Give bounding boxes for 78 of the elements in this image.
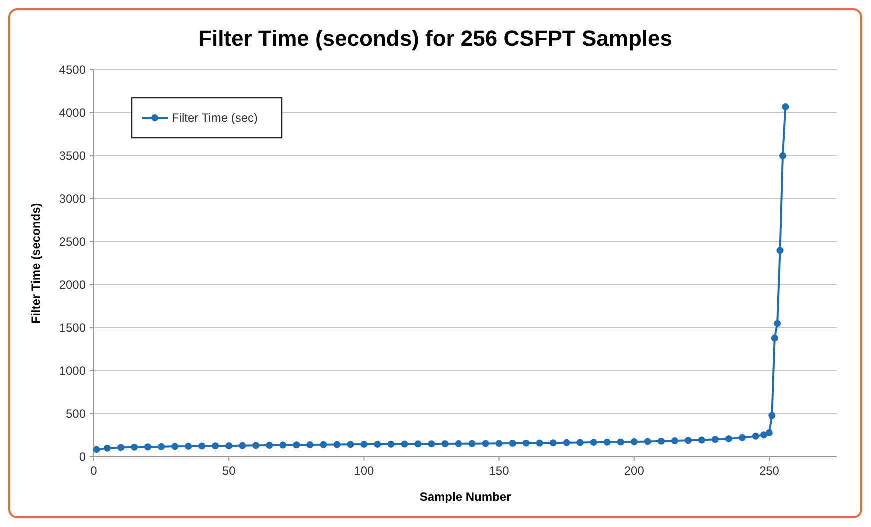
y-tick-label: 2500 [59,235,86,250]
point [442,440,449,448]
point [172,443,179,450]
point [550,440,557,447]
point [104,444,112,452]
y-tick-label: 3500 [59,149,86,164]
point [226,442,233,450]
point [712,436,719,444]
point [252,442,260,450]
point [776,247,784,254]
x-axis-title: Sample Number [420,490,512,504]
point [779,152,786,160]
y-axis-title: Filter Time (seconds) [29,203,43,324]
x-tick-label: 0 [90,464,98,478]
point [604,438,611,446]
point [725,435,732,442]
point [239,442,246,450]
point [760,432,768,439]
point [630,438,638,446]
y-tick-label: 3000 [59,192,86,206]
point [774,320,782,328]
y-tick-label: 4500 [59,63,86,78]
point [771,334,778,342]
point [414,440,422,448]
point [468,440,476,448]
point [766,429,773,436]
point [428,440,436,448]
point [768,412,776,420]
point [360,441,368,448]
y-tick-label: 500 [66,407,86,422]
point [752,432,760,440]
point [144,444,152,451]
chart-title: Filter Time (seconds) for 256 CSFPT Samples [198,26,672,51]
point [698,436,706,444]
x-tick-label: 100 [354,464,375,478]
y-tick-label: 2000 [59,278,86,292]
point [118,444,125,452]
point [280,442,287,449]
point [185,443,192,450]
point [590,439,598,446]
point [738,434,746,442]
point [782,103,790,110]
point [684,437,692,444]
point [617,438,624,446]
point [266,442,274,449]
point [293,442,300,449]
point [671,438,678,445]
y-tick-label: 1000 [59,364,86,378]
point [306,441,314,448]
point [374,440,382,448]
legend-label: Filter Time (sec) [172,111,258,126]
point [455,440,462,448]
point [536,440,544,447]
point [198,442,206,450]
point [158,443,166,450]
point [401,440,408,448]
x-tick-label: 200 [624,464,645,478]
x-tick-label: 250 [759,464,780,478]
y-tick-label: 0 [79,450,86,464]
point [93,446,100,454]
point [509,440,516,447]
x-tick-label: 150 [489,464,510,478]
point [212,442,220,450]
point [658,438,665,445]
x-tick-label: 50 [222,464,236,478]
point [388,440,395,448]
point [131,444,138,451]
y-tick-label: 4000 [59,106,86,120]
point [320,441,328,448]
point [334,441,341,448]
point [482,440,490,448]
y-tick-label: 1500 [59,321,86,336]
point [563,439,570,446]
point [347,441,354,448]
point [576,439,584,446]
point [522,440,530,447]
point [496,440,503,448]
point [644,438,652,446]
